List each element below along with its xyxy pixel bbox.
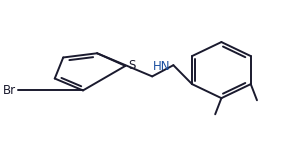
Text: HN: HN [153, 60, 171, 73]
Text: S: S [128, 59, 136, 72]
Text: Br: Br [3, 84, 16, 97]
